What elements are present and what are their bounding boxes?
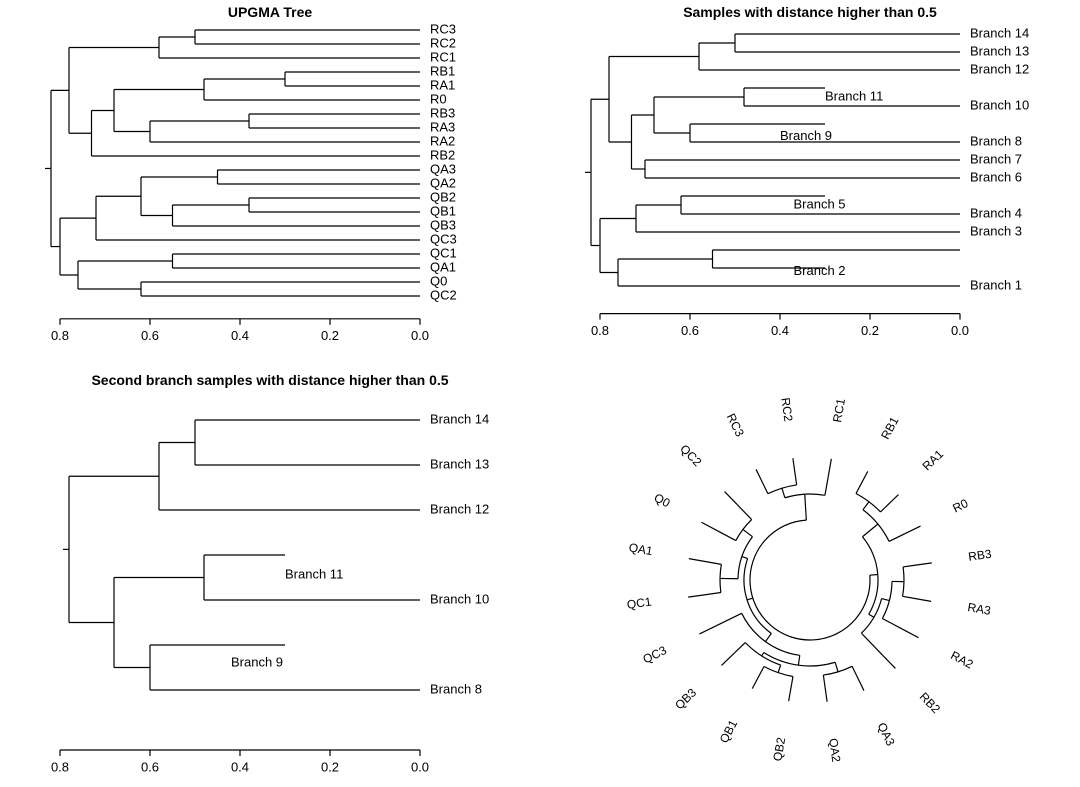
svg-text:QB3: QB3 xyxy=(430,217,456,232)
svg-text:0.2: 0.2 xyxy=(861,323,879,338)
svg-text:QC2: QC2 xyxy=(430,287,457,302)
svg-text:Branch 13: Branch 13 xyxy=(970,43,1029,58)
svg-text:0.2: 0.2 xyxy=(321,759,339,774)
svg-text:RC3: RC3 xyxy=(724,411,747,439)
panel-branches: Samples with distance higher than 0.5 Br… xyxy=(540,0,1080,360)
panel-circular: RB1 RA1 R0 RB3 RA3 RA2RB2 QA3 QA2 QB2 QB1 QB3QC3 QC… xyxy=(540,370,1080,780)
svg-text:0.4: 0.4 xyxy=(231,759,249,774)
svg-text:RA3: RA3 xyxy=(430,119,455,134)
svg-text:0.4: 0.4 xyxy=(771,323,789,338)
panel-upgma-tree: UPGMA Tree RC3RC2RC1RB1RA1R0RB3RA3RA2RB2… xyxy=(0,0,540,360)
svg-text:Branch 7: Branch 7 xyxy=(970,151,1022,166)
svg-text:QB3: QB3 xyxy=(672,685,699,712)
svg-text:R0: R0 xyxy=(430,91,447,106)
svg-text:Branch 11: Branch 11 xyxy=(285,567,343,582)
svg-text:Branch 9: Branch 9 xyxy=(780,128,832,143)
panel1-svg: RC3RC2RC1RB1RA1R0RB3RA3RA2RB2QA3QA2QB2QB… xyxy=(0,0,540,360)
svg-text:Branch 8: Branch 8 xyxy=(430,681,482,696)
svg-text:Branch 11: Branch 11 xyxy=(825,88,883,103)
svg-text:Branch 12: Branch 12 xyxy=(970,61,1029,76)
svg-text:QC1: QC1 xyxy=(430,245,457,260)
svg-text:0.6: 0.6 xyxy=(681,323,699,338)
svg-text:QA2: QA2 xyxy=(826,737,843,763)
panel3-svg: Branch 14 Branch 13 Branch 12 Branch 10 Bran… xyxy=(0,370,540,780)
svg-text:Branch 9: Branch 9 xyxy=(231,654,283,669)
svg-text:0.4: 0.4 xyxy=(231,328,249,343)
svg-text:Branch 4: Branch 4 xyxy=(970,205,1022,220)
panel1-title: UPGMA Tree xyxy=(0,4,540,20)
svg-text:Branch 10: Branch 10 xyxy=(970,97,1029,112)
svg-text:QA3: QA3 xyxy=(430,161,456,176)
svg-text:0.0: 0.0 xyxy=(411,328,429,343)
svg-text:RB1: RB1 xyxy=(878,414,901,441)
svg-text:Q0: Q0 xyxy=(430,273,447,288)
svg-text:RC1: RC1 xyxy=(430,49,456,64)
svg-text:QB1: QB1 xyxy=(430,203,456,218)
svg-text:QB1: QB1 xyxy=(717,717,741,745)
svg-text:QA2: QA2 xyxy=(430,175,456,190)
svg-text:0.0: 0.0 xyxy=(951,323,969,338)
svg-text:Branch 6: Branch 6 xyxy=(970,169,1022,184)
svg-text:RA2: RA2 xyxy=(430,133,455,148)
svg-text:Q0: Q0 xyxy=(652,490,673,510)
svg-text:RA3: RA3 xyxy=(966,600,992,618)
panel2-title: Samples with distance higher than 0.5 xyxy=(540,4,1080,20)
svg-text:Branch 8: Branch 8 xyxy=(970,133,1022,148)
svg-text:Branch 10: Branch 10 xyxy=(430,591,489,606)
svg-text:QA3: QA3 xyxy=(875,720,898,748)
svg-text:RA2: RA2 xyxy=(948,648,975,671)
panel2-svg: Branch 14 Branch 13 Branch 12 Branch 10 Bran… xyxy=(540,0,1080,360)
panel3-title: Second branch samples with distance high… xyxy=(0,372,540,388)
svg-text:RC2: RC2 xyxy=(778,397,795,423)
svg-text:Branch 2: Branch 2 xyxy=(794,263,846,278)
svg-text:QC2: QC2 xyxy=(677,442,704,470)
svg-text:RB3: RB3 xyxy=(967,547,992,564)
svg-text:0.8: 0.8 xyxy=(591,323,609,338)
svg-text:Branch 3: Branch 3 xyxy=(970,223,1022,238)
svg-text:RC1: RC1 xyxy=(830,397,848,423)
panel-second-branches: Second branch samples with distance high… xyxy=(0,370,540,780)
svg-text:Branch 14: Branch 14 xyxy=(430,411,489,426)
svg-text:QB2: QB2 xyxy=(430,189,456,204)
svg-text:RB2: RB2 xyxy=(430,147,455,162)
svg-text:QA1: QA1 xyxy=(430,259,456,274)
svg-text:Branch 1: Branch 1 xyxy=(970,277,1022,292)
svg-text:RB3: RB3 xyxy=(430,105,455,120)
svg-text:Branch 5: Branch 5 xyxy=(794,196,846,211)
panel4-svg: RB1 RA1 R0 RB3 RA3 RA2RB2 QA3 QA2 QB2 QB1 QB3QC3 QC… xyxy=(540,370,1080,780)
svg-text:QC1: QC1 xyxy=(626,594,653,611)
figure-page: UPGMA Tree RC3RC2RC1RB1RA1R0RB3RA3RA2RB2… xyxy=(0,0,1080,787)
svg-text:QB2: QB2 xyxy=(770,736,788,762)
svg-text:RA1: RA1 xyxy=(920,447,947,474)
svg-text:0.8: 0.8 xyxy=(51,759,69,774)
svg-text:0.6: 0.6 xyxy=(141,328,159,343)
svg-text:Branch 13: Branch 13 xyxy=(430,456,489,471)
svg-text:QC3: QC3 xyxy=(641,643,670,667)
svg-text:RC2: RC2 xyxy=(430,35,456,50)
svg-text:R0: R0 xyxy=(950,496,970,515)
svg-text:RB2: RB2 xyxy=(917,690,944,717)
svg-text:Branch 14: Branch 14 xyxy=(970,25,1029,40)
svg-text:Branch 12: Branch 12 xyxy=(430,501,489,516)
svg-text:QA1: QA1 xyxy=(628,540,654,558)
svg-text:0.6: 0.6 xyxy=(141,759,159,774)
svg-text:RB1: RB1 xyxy=(430,63,455,78)
svg-text:0.0: 0.0 xyxy=(411,759,429,774)
svg-text:0.2: 0.2 xyxy=(321,328,339,343)
svg-text:0.8: 0.8 xyxy=(51,328,69,343)
svg-text:RC3: RC3 xyxy=(430,21,456,36)
svg-text:RA1: RA1 xyxy=(430,77,455,92)
svg-text:QC3: QC3 xyxy=(430,231,457,246)
